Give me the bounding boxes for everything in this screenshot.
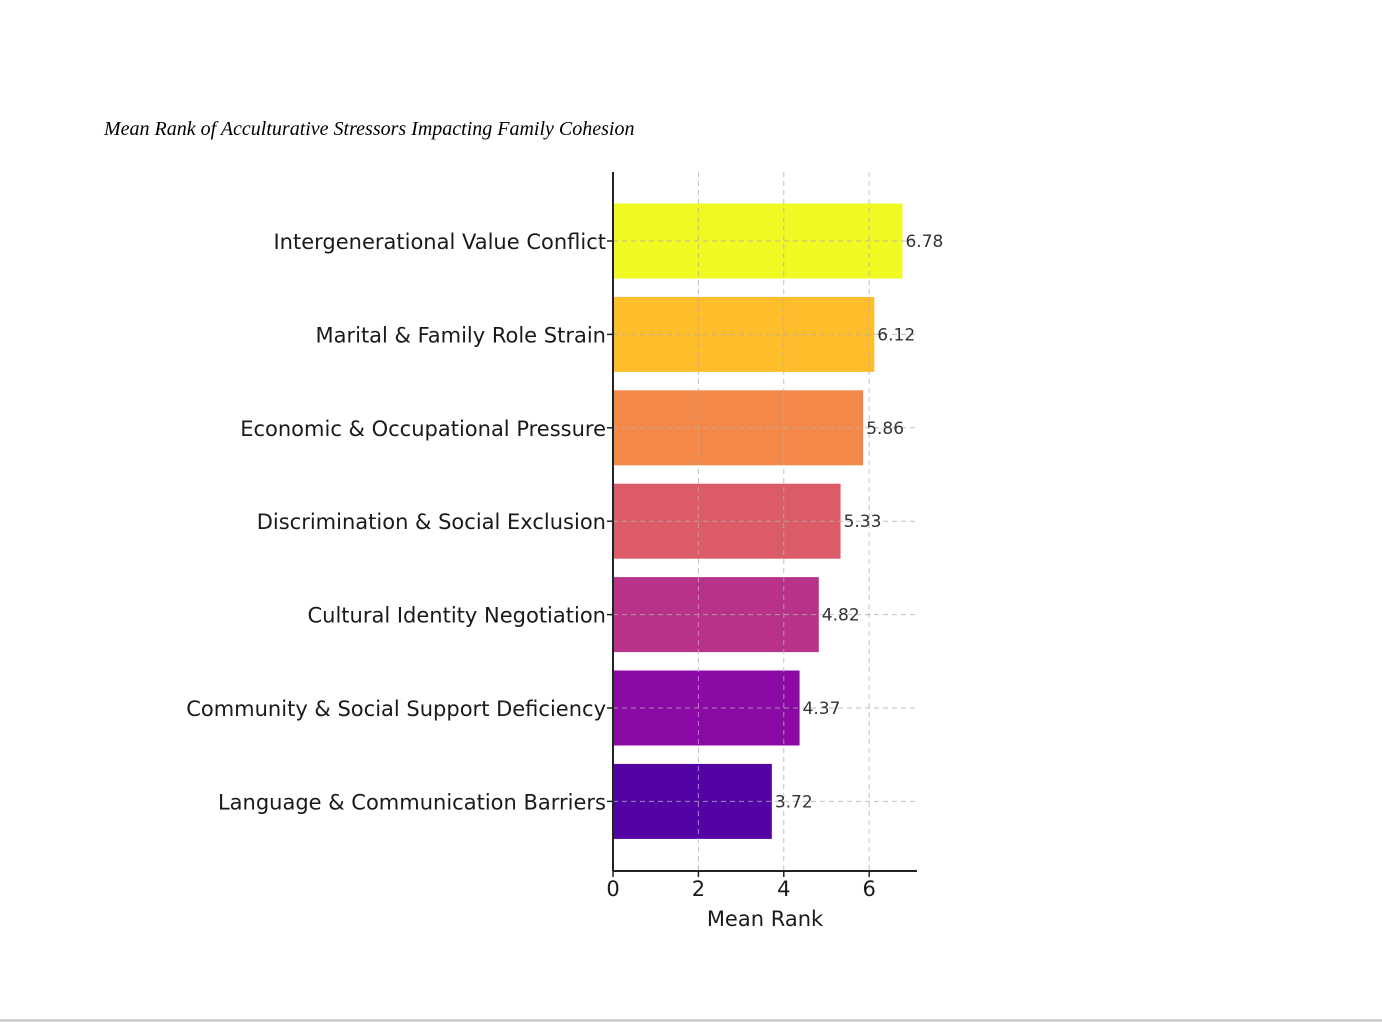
category-label: Marital & Family Role Strain: [315, 323, 606, 347]
data-label: 5.33: [844, 512, 882, 532]
page-divider: [0, 1019, 1382, 1022]
data-label: 6.12: [877, 325, 915, 345]
x-tick-label: 0: [606, 877, 619, 901]
category-label: Intergenerational Value Conflict: [273, 230, 606, 254]
data-label: 3.72: [775, 792, 813, 812]
category-label: Economic & Occupational Pressure: [240, 417, 606, 441]
bar: [613, 763, 772, 839]
category-label: Language & Communication Barriers: [218, 790, 606, 814]
chart-title: Mean Rank of Acculturative Stressors Imp…: [104, 118, 635, 140]
data-label: 5.86: [866, 419, 904, 439]
x-tick-label: 2: [692, 877, 705, 901]
category-label: Discrimination & Social Exclusion: [257, 510, 606, 534]
data-label: 4.37: [803, 699, 841, 719]
x-tick-label: 6: [862, 877, 875, 901]
data-label: 6.78: [905, 232, 943, 252]
x-tick-label: 4: [777, 877, 790, 901]
data-label: 4.82: [822, 606, 860, 626]
x-axis-label: Mean Rank: [707, 907, 824, 931]
category-label: Cultural Identity Negotiation: [308, 604, 607, 628]
category-label: Community & Social Support Deficiency: [186, 697, 606, 721]
